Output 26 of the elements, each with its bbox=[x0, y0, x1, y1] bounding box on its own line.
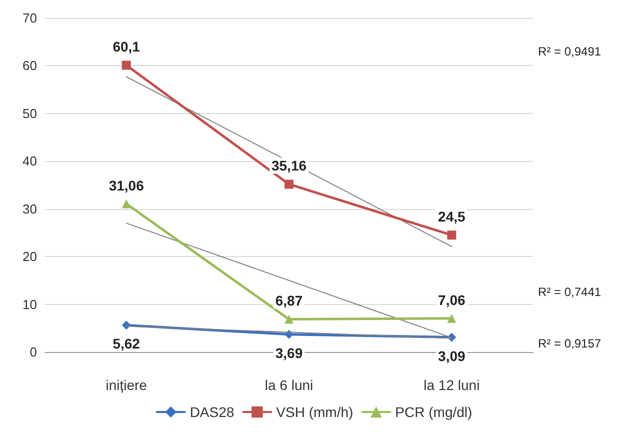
text: R² = 0,9491 bbox=[538, 44, 602, 58]
y-tick-label: 0 bbox=[30, 344, 37, 360]
data-label: 7,06 bbox=[438, 292, 466, 308]
data-label: 35,16 bbox=[271, 158, 307, 174]
data-label: 5,62 bbox=[112, 336, 140, 352]
y-tick-label: 30 bbox=[22, 201, 37, 216]
data-label: 3,09 bbox=[438, 348, 466, 364]
data-label: 60,1 bbox=[112, 38, 140, 55]
y-tick-label: 20 bbox=[22, 249, 37, 264]
data-label: 3,69 bbox=[275, 344, 303, 361]
data-label: 24,5 bbox=[438, 208, 466, 225]
x-tick-label: la 6 luni bbox=[264, 377, 314, 393]
x-tick-label: la 12 luni bbox=[424, 377, 480, 393]
text: R² = 0,7441 bbox=[538, 284, 602, 299]
y-tick-label: 10 bbox=[22, 296, 37, 312]
data-label: 31,06 bbox=[108, 177, 144, 194]
y-tick-label: 70 bbox=[22, 10, 37, 26]
legend-label: PCR (mg/dl) bbox=[395, 404, 472, 420]
y-tick-label: 60 bbox=[22, 58, 37, 74]
y-tick-label: 50 bbox=[22, 106, 37, 121]
legend-label: DAS28 bbox=[190, 404, 234, 420]
x-tick-label: inițiere bbox=[106, 377, 148, 393]
legend-label: VSH (mm/h) bbox=[276, 404, 354, 420]
text: R² = 0,9157 bbox=[538, 336, 602, 351]
data-label: 6,87 bbox=[275, 292, 303, 309]
y-tick-label: 40 bbox=[22, 154, 37, 169]
